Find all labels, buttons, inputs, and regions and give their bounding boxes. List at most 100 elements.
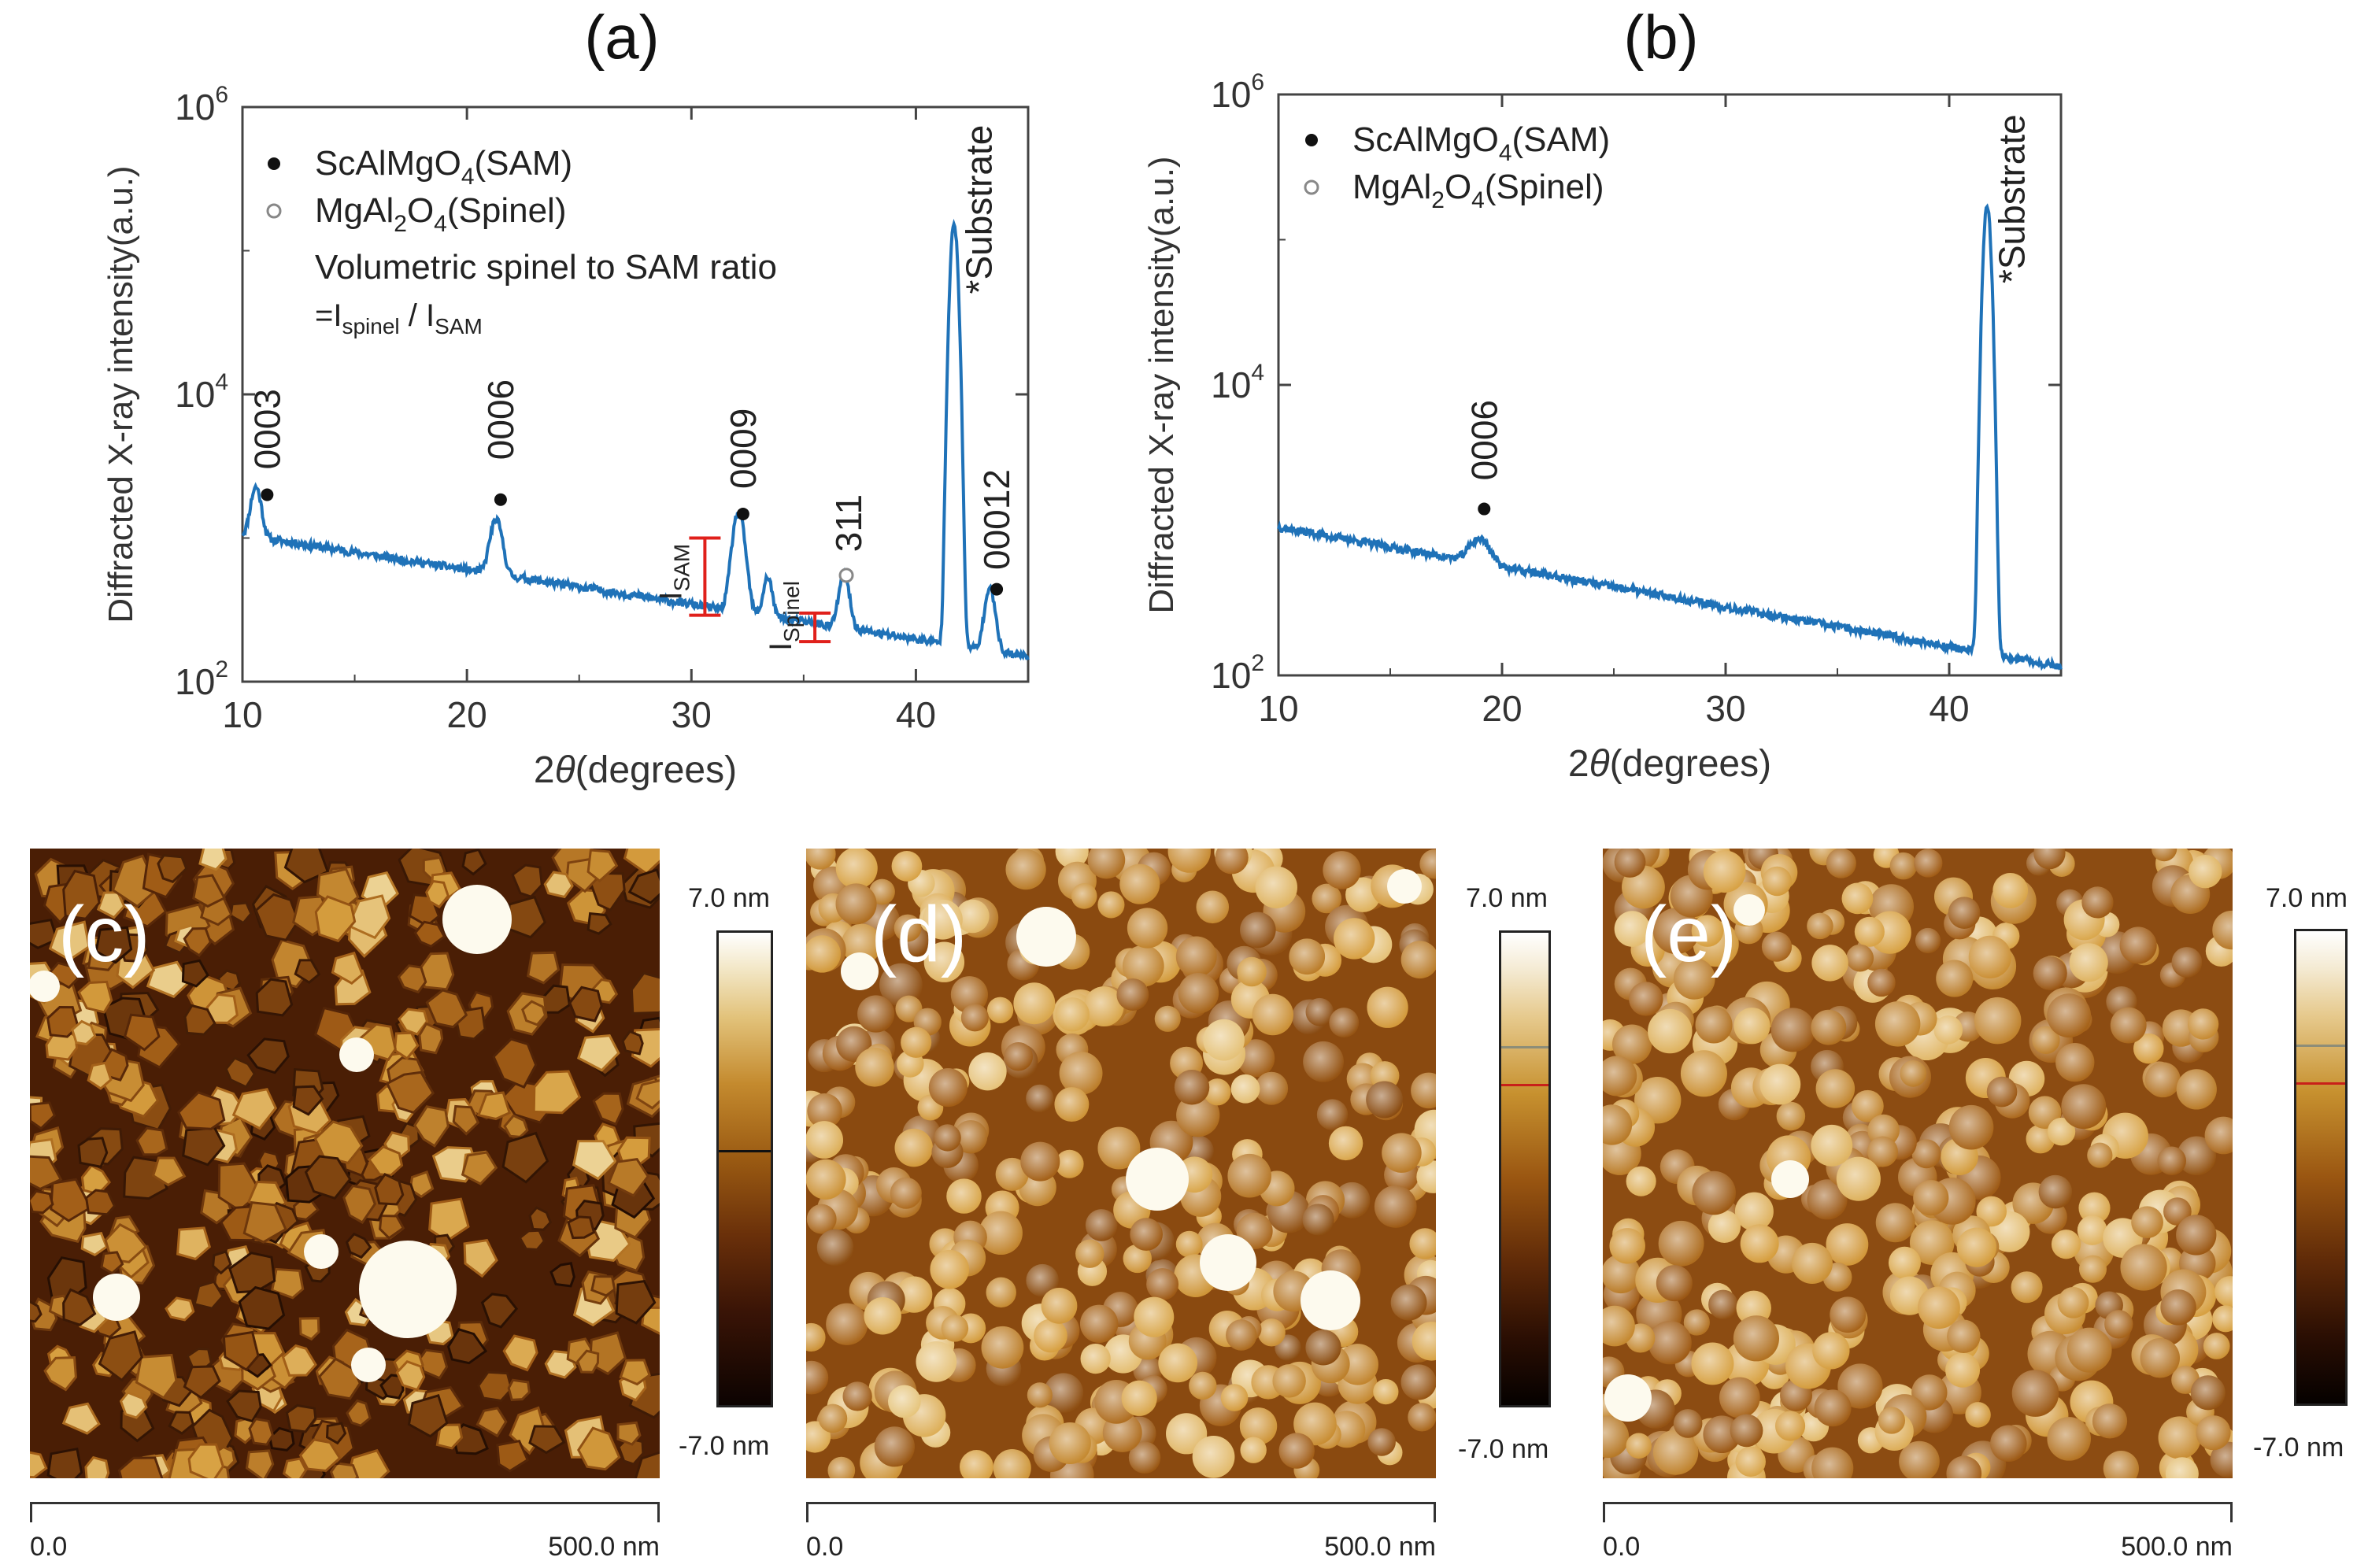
afm-grain [395, 1359, 426, 1392]
afm-grain-highlight [1812, 1332, 1850, 1370]
afm-grain-highlight [923, 941, 965, 982]
y-tick-label: 106 [175, 82, 228, 128]
afm-grain [374, 1173, 405, 1206]
panel-label: (b) [1623, 2, 1698, 72]
afm-grain [619, 1359, 651, 1386]
afm-grain [192, 874, 227, 908]
afm-grain [229, 901, 253, 925]
afm-grain-highlight [806, 1121, 843, 1159]
afm-grain-highlight [2214, 1276, 2233, 1307]
afm-grain [157, 854, 188, 884]
afm-grain-highlight [2165, 1457, 2199, 1478]
afm-grain-highlight [1305, 997, 1334, 1026]
afm-grain-highlight [1130, 1218, 1163, 1251]
afm-grain-highlight [1041, 1287, 1078, 1324]
afm-grain [331, 951, 364, 986]
afm-grain-highlight [1734, 1192, 1774, 1231]
afm-grain-highlight [1875, 1203, 1915, 1243]
afm-grain-highlight [1946, 1455, 1982, 1478]
afm-grain-highlight [2204, 1116, 2233, 1155]
afm-grain [165, 1296, 195, 1322]
afm-grain [231, 1088, 278, 1130]
afm-grain-highlight [1774, 1411, 1806, 1441]
legend-entry: MgAl2O4(Spinel) [315, 191, 566, 237]
afm-grain-highlight [928, 1068, 968, 1108]
afm-grain-highlight [816, 1229, 854, 1267]
peak-label: 0003 [246, 389, 287, 469]
afm-grain-highlight [1811, 1447, 1854, 1478]
afm-grain-highlight [1648, 1321, 1692, 1365]
afm-grain-highlight [1411, 1072, 1436, 1109]
afm-large-particle [1733, 894, 1765, 926]
afm-grain-highlight [1257, 1318, 1286, 1347]
afm-grain-highlight [2057, 1287, 2089, 1318]
afm-grain-highlight [1612, 1024, 1652, 1064]
afm-grain [119, 1391, 148, 1419]
afm-grain-highlight [2131, 1206, 2163, 1239]
afm-grain-highlight [1122, 945, 1164, 987]
afm-grain-highlight [1087, 849, 1126, 879]
afm-grain-highlight [1166, 1413, 1208, 1455]
afm-grain-highlight [2119, 926, 2157, 964]
afm-grain [135, 1126, 168, 1156]
afm-grain-highlight [1770, 1008, 1815, 1052]
afm-grain-highlight [1289, 938, 1326, 975]
afm-grain-highlight [1175, 1230, 1203, 1258]
afm-large-particle [1200, 1234, 1256, 1291]
afm-grain-highlight [894, 1128, 933, 1167]
afm-grain-highlight [1695, 1006, 1733, 1044]
afm-grain-highlight [806, 935, 841, 973]
afm-grain [329, 1462, 360, 1478]
afm-grain-highlight [2177, 1136, 2217, 1176]
afm-grain-highlight [1603, 1056, 1637, 1096]
afm-grain-highlight [826, 1303, 868, 1345]
scalebar-c: 0.0 500.0 nm [30, 1502, 660, 1562]
afm-grain [543, 871, 574, 899]
afm-grain [385, 1071, 435, 1115]
afm-grain [246, 1037, 290, 1074]
afm-grain [398, 1008, 429, 1036]
afm-grain [409, 1170, 435, 1199]
afm-grain [393, 1031, 420, 1060]
afm-grain-highlight [1043, 1373, 1084, 1413]
x-tick-label: 20 [447, 694, 487, 735]
afm-grain-highlight [891, 850, 923, 882]
afm-grain-highlight [959, 1450, 993, 1478]
afm-topography-e [1603, 849, 2233, 1478]
afm-grain-highlight [1240, 1437, 1267, 1463]
afm-grain [476, 1091, 512, 1121]
afm-grain-highlight [1055, 997, 1090, 1032]
afm-large-particle [1771, 1160, 1809, 1198]
afm-grain-highlight [1305, 1329, 1341, 1366]
afm-grain-highlight [1933, 1015, 1963, 1045]
afm-grain [176, 1091, 226, 1130]
afm-grain-highlight [1220, 1384, 1249, 1411]
afm-grain [193, 1280, 224, 1310]
colorbar-e-marker-2 [2296, 1082, 2345, 1085]
afm-grain-highlight [2047, 993, 2092, 1038]
afm-grain-highlight [2140, 1338, 2180, 1378]
afm-grain-highlight [2011, 1271, 2043, 1304]
afm-grain-highlight [2033, 956, 2067, 990]
afm-grain-highlight [1334, 1182, 1371, 1219]
afm-grain-highlight [835, 849, 878, 889]
x-tick-label: 10 [1258, 688, 1298, 729]
peak-label: 311 [828, 494, 869, 552]
colorbar-d-top-label: 7.0 nm [1466, 883, 1548, 913]
afm-grain-highlight [968, 1052, 1007, 1091]
sam-peak-marker [494, 493, 507, 506]
afm-grain-highlight [842, 1381, 872, 1411]
afm-grain-highlight [1237, 1039, 1275, 1078]
afm-grain [576, 1034, 620, 1072]
afm-grain-highlight [1419, 849, 1436, 879]
afm-grain-highlight [1673, 957, 1715, 1000]
afm-grain-highlight [960, 1004, 989, 1032]
afm-grain [182, 1126, 226, 1167]
scalebar-e: 0.0 500.0 nm [1603, 1502, 2233, 1562]
afm-grain-highlight [1059, 1051, 1103, 1095]
afm-grain [187, 1443, 224, 1478]
afm-grain [586, 912, 612, 935]
colorbar-c-top-label: 7.0 nm [688, 883, 770, 913]
peak-label: 0006 [1463, 400, 1504, 480]
afm-grain [254, 893, 300, 941]
